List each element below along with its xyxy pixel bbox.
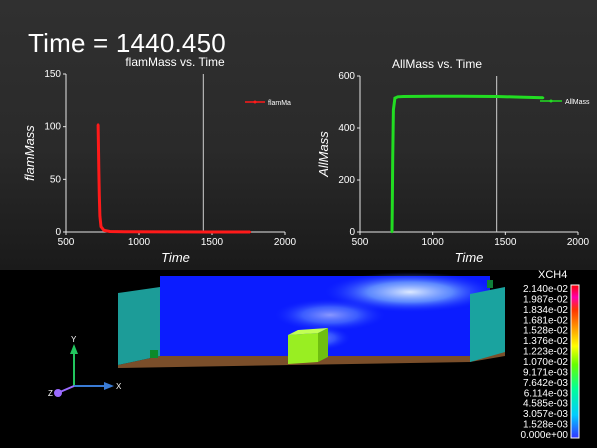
chart-title: flamMass vs. Time [125,55,225,69]
data-point [390,230,394,234]
chart-1: flamMass vs. Time 500 1000 1500 2000 0 50 100 15… [22,55,297,265]
y-tick-label: 0 [349,227,355,238]
y-axis-label: flamMass [22,125,37,181]
colorbar-tick-label: 1.987e-02 [523,294,568,305]
time-label: Time = 1440.450 [28,28,226,58]
colorbar [570,284,580,439]
data-point [108,230,112,233]
y-tick-label: 50 [50,174,62,185]
data-point [495,95,498,98]
vent-right [487,280,493,288]
burner-box-top [288,328,328,335]
colorbar-tick-label: 4.585e-03 [523,399,568,410]
data-point [98,215,102,218]
colorbar-tick-label: 1.376e-02 [523,336,568,347]
colorbar-tick-label: 0.000e+00 [520,430,568,441]
y-axis-arrow [70,344,78,354]
x-tick-label: 1000 [422,237,445,248]
legend-label: AllMass [565,99,590,106]
colorbar-tick-label: 1.834e-02 [523,305,568,316]
data-point [541,96,545,100]
data-point [99,225,103,228]
data-point [518,95,522,99]
left-wall [118,287,160,365]
plots-panel: Time = 1440.450 flamMass vs. Time 500 1000… [0,0,597,270]
legend-label: flamMa [268,100,291,107]
data-point [210,230,214,234]
x-tick-label: 1500 [494,237,517,248]
legend-marker [549,99,553,103]
vent-left [150,350,158,358]
x-tick-label: 500 [352,237,369,248]
data-point [431,95,434,98]
plume-mid [275,299,385,331]
data-point [393,96,397,100]
y-axis-label: Y [71,335,77,344]
right-wall [470,287,505,362]
colorbar-tick-label: 7.642e-03 [523,378,568,389]
data-point [96,123,100,126]
y-tick-label: 200 [338,175,355,186]
3d-scene: Y X Z XCH4 2.140e-02 1.987e-02 1.834e-02 1.… [0,269,597,443]
data-point [391,158,394,161]
x-axis-label: X [116,382,122,391]
colorbar-tick-label: 1.070e-02 [523,357,568,368]
y-tick-label: 400 [338,123,355,134]
data-point [102,229,106,232]
chart-title: AllMass vs. Time [392,57,482,71]
colorbar-tick-label: 6.114e-03 [524,388,569,399]
y-tick-label: 150 [44,69,61,80]
colorbar-tick-label: 2.140e-02 [523,284,568,295]
colorbar-title: XCH4 [538,270,567,281]
y-tick-label: 100 [44,122,61,133]
z-axis-arrow [54,389,62,397]
colorbar-labels: 2.140e-021.987e-021.834e-021.681e-021.52… [520,284,568,441]
data-point [402,95,405,98]
scene-svg: Y X Z XCH4 2.140e-021.987e-021.834e-021.… [48,269,580,441]
data-point [391,204,394,208]
colorbar-tick-label: 9.171e-03 [523,367,568,378]
colorbar-tick-label: 1.223e-02 [523,347,568,358]
y-tick-label: 0 [55,227,61,238]
plume-upper [325,272,495,312]
x-tick-label: 2000 [567,237,590,248]
z-axis-label: Z [48,389,53,398]
y-tick-label: 600 [338,71,355,82]
series-line [390,94,544,233]
data-point [123,230,126,233]
burner-box-front [288,333,318,364]
colorbar-tick-label: 1.681e-02 [523,315,568,326]
colorbar-tick-label: 1.528e-03 [523,420,568,431]
x-tick-label: 1500 [201,237,224,248]
x-tick-label: 1000 [128,237,151,248]
z-axis-line [59,385,75,393]
colorbar-tick-label: 3.057e-03 [523,409,568,420]
x-axis-label: Time [455,250,484,265]
x-tick-label: 2000 [274,237,297,248]
burner-box-side [318,328,328,362]
data-point [460,95,463,98]
x-tick-label: 500 [58,237,75,248]
data-point [97,167,101,170]
y-axis-label: AllMass [316,131,331,178]
data-point [167,230,170,234]
data-point [98,193,101,197]
chart-2: AllMass vs. Time 500 1000 1500 2000 0 200 400 60… [316,57,590,265]
data-point [392,108,395,112]
data-point [248,230,252,234]
x-axis-label: Time [161,250,190,265]
data-point [396,95,399,99]
axis-triad: Y X Z [48,335,122,398]
colorbar-tick-label: 1.528e-02 [523,326,568,337]
series-line [96,124,250,234]
data-point [97,141,100,144]
x-axis-arrow [104,382,114,390]
legend-marker [253,100,257,104]
